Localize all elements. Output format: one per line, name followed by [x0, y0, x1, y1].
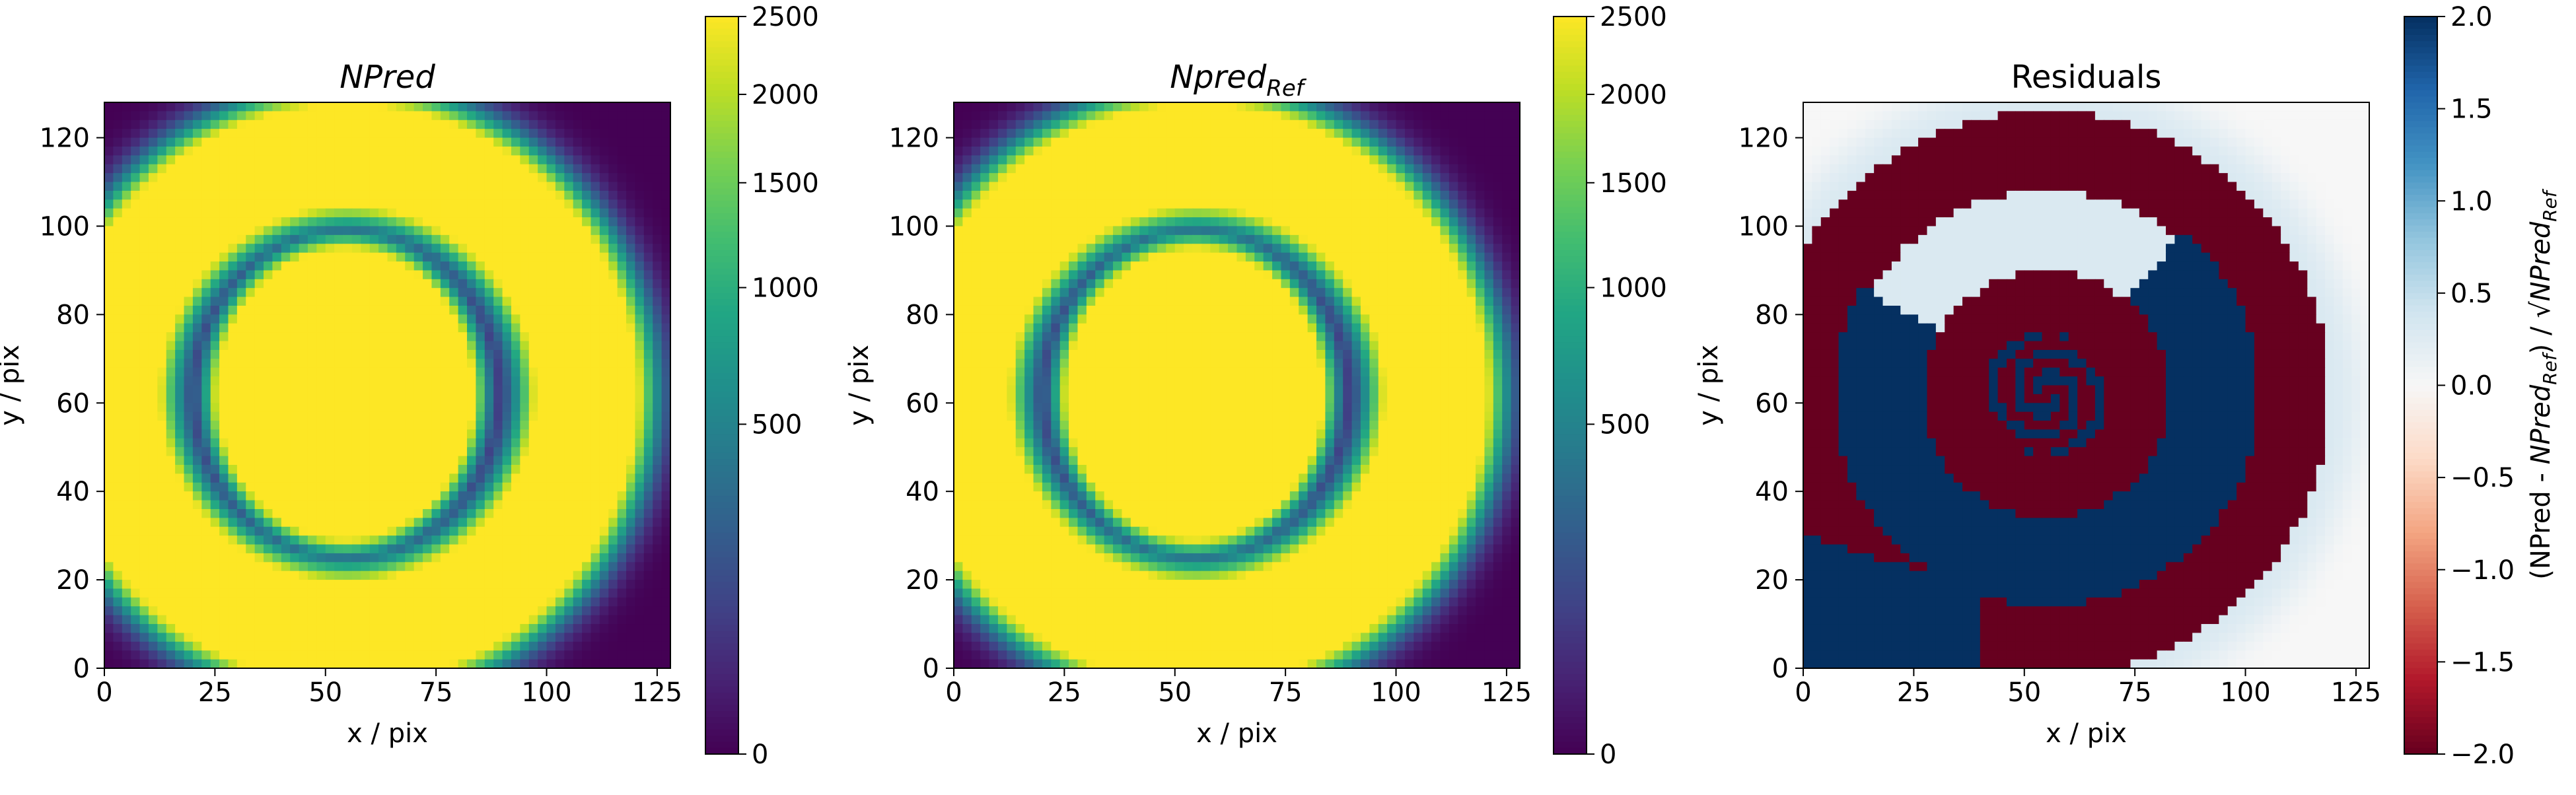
y-tick-label: 120: [40, 123, 90, 154]
colorbar-tick-label: 0.5: [2451, 279, 2493, 309]
colorbar: 0 500 1000 1500 2000 2500: [705, 2, 819, 770]
panel-3: 0 25 50 75 100 125 0 20 40 60 80 100 120 x / pix y / p…: [1694, 2, 2561, 770]
panel-2: 0 25 50 75 100 125 0 20 40 60 80 100 120 x / pix y / p…: [844, 2, 1667, 770]
colorbar-label-part: NPred: [2526, 221, 2556, 301]
colorbar-tick-label: 1.5: [2451, 94, 2493, 125]
x-axis-label: x / pix: [1196, 718, 1277, 749]
panel-title-subscript: Ref: [1266, 75, 1307, 102]
y-tick-label: 100: [889, 211, 939, 242]
y-tick-label: 100: [1738, 211, 1789, 242]
colorbar-tick-label: 1500: [1600, 168, 1667, 199]
colorbar-tick-label: 1000: [1600, 273, 1667, 304]
y-tick-label: 0: [1772, 654, 1789, 684]
x-tick-label: 100: [1371, 677, 1421, 708]
x-tick-label: 75: [419, 677, 453, 708]
heatmap-image: [104, 102, 671, 669]
x-axis-label: x / pix: [2046, 718, 2127, 749]
colorbar-tick-label: 1.0: [2451, 186, 2493, 217]
panel-1: 0 25 50 75 100 125 0 20 40 60 80 100 120 x / pix y / p…: [0, 2, 819, 770]
y-tick-label: 20: [906, 565, 939, 596]
panel-title-main: Npred: [1170, 59, 1267, 96]
y-tick-label: 20: [1755, 565, 1789, 596]
y-tick-label: 60: [56, 388, 90, 419]
x-tick-label: 0: [945, 677, 962, 708]
colorbar-label-part: ) / √: [2526, 301, 2556, 355]
colorbar-label-part: Ref: [2539, 188, 2561, 222]
y-tick-label: 120: [889, 123, 939, 154]
y-tick-label: 60: [906, 388, 939, 419]
y-tick-label: 0: [923, 654, 939, 684]
x-tick-label: 125: [2331, 677, 2381, 708]
colorbar-tick-label: 2500: [1600, 2, 1667, 32]
y-tick-label: 100: [40, 211, 90, 242]
colorbar-tick-label: 0.0: [2451, 371, 2493, 401]
colorbar-tick-label: 2000: [1600, 80, 1667, 110]
y-tick-label: 80: [1755, 300, 1789, 330]
x-tick-label: 125: [632, 677, 682, 708]
x-tick-label: 50: [1158, 677, 1192, 708]
colorbar-tick-label: 0: [1600, 740, 1616, 770]
colorbar-tick-label: −0.5: [2451, 463, 2515, 493]
y-tick-label: 80: [56, 300, 90, 330]
x-tick-label: 75: [1269, 677, 1303, 708]
x-axis-label: x / pix: [347, 718, 428, 749]
x-tick-label: 25: [1048, 677, 1081, 708]
y-tick-label: 120: [1738, 123, 1789, 154]
x-tick-label: 50: [2007, 677, 2041, 708]
colorbar-tick-label: −1.5: [2451, 647, 2515, 677]
y-tick-label: 20: [56, 565, 90, 596]
colorbar: 0 500 1000 1500 2000 2500: [1554, 2, 1667, 770]
heatmap-image: [954, 102, 1521, 669]
colorbar: −2.0 −1.5 −1.0 −0.5 0.0 0.5 1.0 1.5 2.0 (NPred - …: [2404, 2, 2561, 770]
y-axis-label: y / pix: [844, 345, 875, 426]
colorbar-label-part: NPred: [2526, 384, 2556, 464]
colorbar-tick-label: 0: [752, 740, 768, 770]
x-tick-label: 0: [96, 677, 112, 708]
colorbar-tick-label: −1.0: [2451, 555, 2515, 586]
colorbar-label-part: Ref: [2539, 351, 2561, 385]
y-axis-label: y / pix: [0, 345, 25, 426]
colorbar-tick-label: 2.0: [2451, 2, 2493, 32]
heatmap-image: [1803, 102, 2370, 669]
y-tick-label: 40: [906, 477, 939, 507]
colorbar-label-part: (NPred -: [2526, 464, 2556, 579]
y-tick-label: 80: [906, 300, 939, 330]
panel-title: NPred: [340, 59, 435, 96]
x-tick-label: 100: [2220, 677, 2270, 708]
y-tick-label: 60: [1755, 388, 1789, 419]
colorbar-tick-label: 2000: [752, 80, 819, 110]
y-tick-label: 40: [56, 477, 90, 507]
x-tick-label: 100: [521, 677, 571, 708]
colorbar-tick-label: −2.0: [2451, 740, 2515, 770]
colorbar-label: (NPred - NPredRef) / √NPredRef: [2526, 188, 2561, 580]
panel-title: Residuals: [2011, 59, 2162, 96]
x-tick-label: 0: [1795, 677, 1811, 708]
colorbar-tick-label: 2500: [752, 2, 819, 32]
panel-title: NpredRef: [1170, 59, 1307, 102]
panel-title-main: NPred: [340, 59, 435, 96]
y-tick-label: 0: [73, 654, 90, 684]
y-axis-label: y / pix: [1694, 345, 1724, 426]
panel-title-main: Residuals: [2011, 59, 2162, 96]
x-tick-label: 25: [198, 677, 232, 708]
x-tick-label: 75: [2118, 677, 2152, 708]
colorbar-tick-label: 500: [752, 409, 802, 440]
x-tick-label: 25: [1897, 677, 1931, 708]
x-tick-label: 125: [1482, 677, 1532, 708]
x-tick-label: 50: [308, 677, 342, 708]
y-tick-label: 40: [1755, 477, 1789, 507]
colorbar-tick-label: 1000: [752, 273, 819, 304]
colorbar-tick-label: 500: [1600, 409, 1650, 440]
colorbar-tick-label: 1500: [752, 168, 819, 199]
